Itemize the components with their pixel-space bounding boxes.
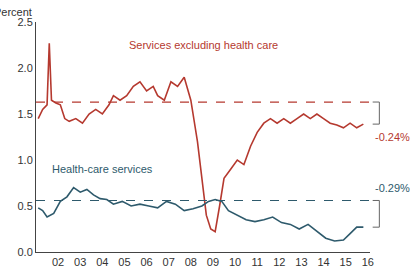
svg-text:Percent: Percent [0, 6, 32, 18]
svg-text:11: 11 [251, 256, 262, 268]
svg-text:13: 13 [295, 256, 307, 268]
svg-text:2.0: 2.0 [18, 62, 33, 74]
svg-text:1.5: 1.5 [18, 108, 33, 120]
svg-text:07: 07 [163, 256, 175, 268]
svg-text:1.0: 1.0 [18, 154, 33, 166]
svg-text:Health-care services: Health-care services [52, 163, 153, 175]
svg-text:15: 15 [340, 256, 352, 268]
svg-text:10: 10 [229, 256, 241, 268]
svg-text:Services excluding health care: Services excluding health care [129, 39, 278, 51]
svg-text:08: 08 [185, 256, 197, 268]
svg-text:14: 14 [317, 256, 329, 268]
svg-text:09: 09 [207, 256, 219, 268]
svg-text:-0.24%: -0.24% [375, 131, 410, 143]
svg-text:0.0: 0.0 [18, 246, 33, 258]
svg-text:0.5: 0.5 [18, 200, 33, 212]
svg-text:-0.29%: -0.29% [375, 182, 410, 194]
svg-text:04: 04 [96, 256, 108, 268]
svg-text:12: 12 [273, 256, 285, 268]
svg-text:03: 03 [74, 256, 86, 268]
svg-text:05: 05 [118, 256, 130, 268]
svg-text:16: 16 [362, 256, 374, 268]
svg-text:02: 02 [52, 256, 64, 268]
svg-text:2.5: 2.5 [18, 16, 33, 28]
svg-text:06: 06 [140, 256, 152, 268]
